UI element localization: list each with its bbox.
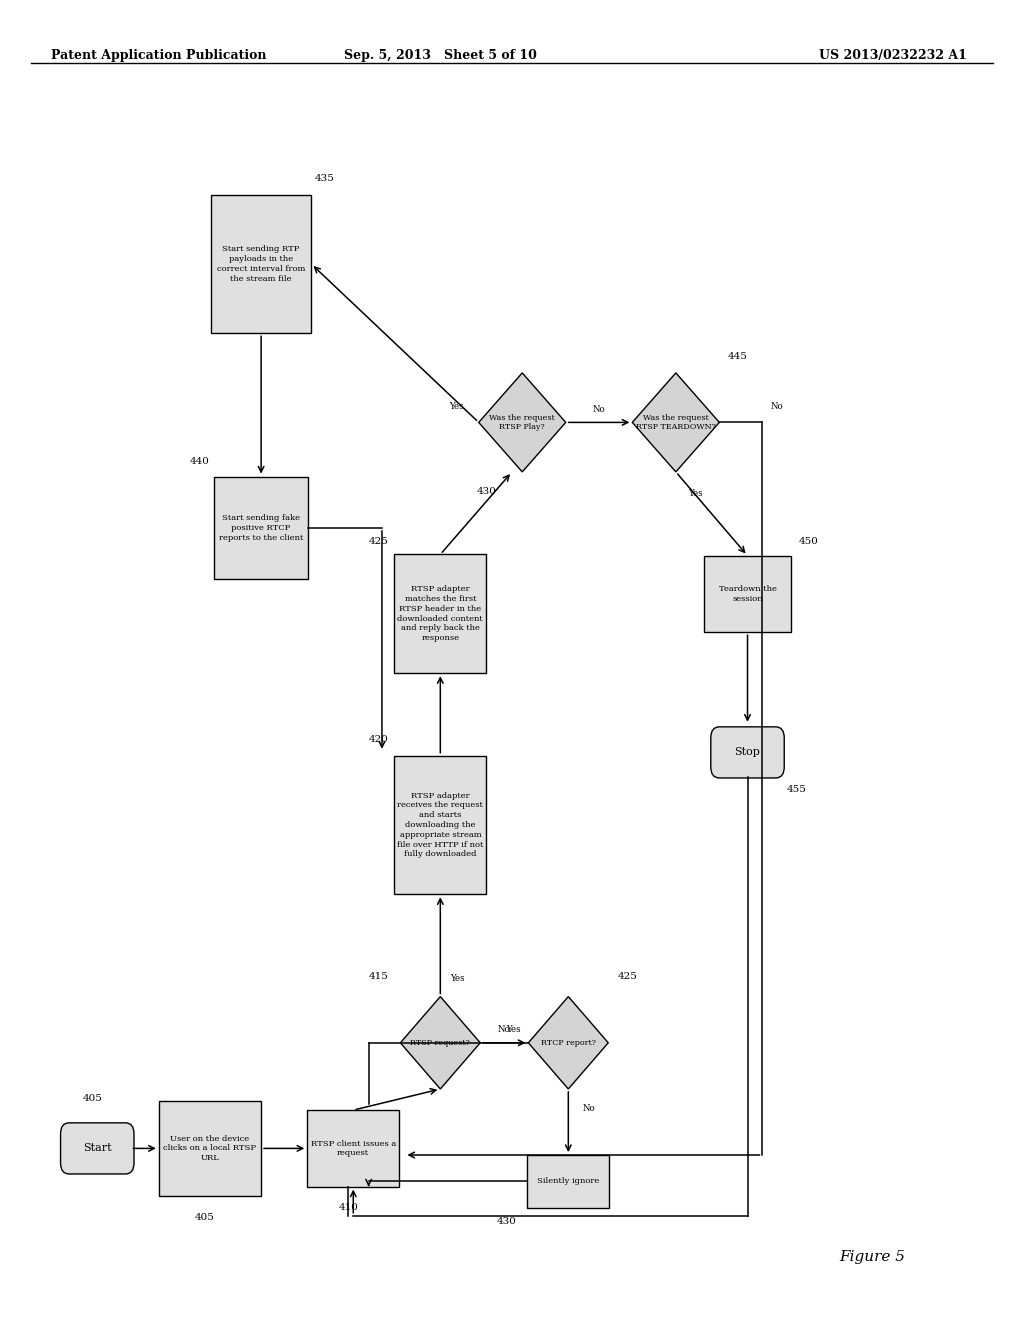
Text: 420: 420 bbox=[369, 735, 389, 743]
Text: 405: 405 bbox=[195, 1213, 215, 1221]
FancyBboxPatch shape bbox=[394, 755, 486, 895]
FancyBboxPatch shape bbox=[705, 556, 791, 632]
Text: Yes: Yes bbox=[506, 1026, 520, 1034]
Text: 440: 440 bbox=[189, 458, 210, 466]
FancyBboxPatch shape bbox=[214, 477, 308, 579]
Text: Start sending RTP
payloads in the
correct interval from
the stream file: Start sending RTP payloads in the correc… bbox=[217, 246, 305, 282]
Text: Yes: Yes bbox=[688, 488, 702, 498]
FancyBboxPatch shape bbox=[711, 727, 784, 777]
Text: 405: 405 bbox=[82, 1094, 102, 1102]
Text: No: No bbox=[771, 403, 783, 411]
Polygon shape bbox=[400, 997, 480, 1089]
FancyBboxPatch shape bbox=[394, 554, 486, 673]
Text: Silently ignore: Silently ignore bbox=[538, 1177, 599, 1185]
FancyBboxPatch shape bbox=[60, 1123, 134, 1173]
Text: Patent Application Publication: Patent Application Publication bbox=[51, 49, 266, 62]
Text: Figure 5: Figure 5 bbox=[840, 1250, 905, 1263]
Text: Teardown the
session: Teardown the session bbox=[719, 585, 776, 603]
Text: Start sending fake
positive RTCP
reports to the client: Start sending fake positive RTCP reports… bbox=[219, 515, 303, 541]
Polygon shape bbox=[479, 372, 565, 471]
FancyBboxPatch shape bbox=[307, 1110, 399, 1187]
Text: No: No bbox=[583, 1105, 595, 1113]
Text: RTSP client issues a
request: RTSP client issues a request bbox=[310, 1139, 396, 1158]
Text: Was the request
RTSP Play?: Was the request RTSP Play? bbox=[489, 413, 555, 432]
Text: 445: 445 bbox=[727, 352, 748, 360]
Text: 410: 410 bbox=[338, 1204, 358, 1212]
Text: Sep. 5, 2013   Sheet 5 of 10: Sep. 5, 2013 Sheet 5 of 10 bbox=[344, 49, 537, 62]
Text: RTSP adapter
matches the first
RTSP header in the
downloaded content
and reply b: RTSP adapter matches the first RTSP head… bbox=[397, 585, 483, 643]
Text: Yes: Yes bbox=[449, 403, 463, 411]
Text: RTSP request?: RTSP request? bbox=[411, 1039, 470, 1047]
Text: 455: 455 bbox=[786, 785, 807, 793]
Text: Was the request
RTSP TEARDOWN?: Was the request RTSP TEARDOWN? bbox=[636, 413, 716, 432]
Text: Stop: Stop bbox=[734, 747, 761, 758]
FancyBboxPatch shape bbox=[211, 195, 311, 333]
Text: RTCP report?: RTCP report? bbox=[541, 1039, 596, 1047]
Text: RTSP adapter
receives the request
and starts
downloading the
appropriate stream
: RTSP adapter receives the request and st… bbox=[397, 792, 483, 858]
Text: User on the device
clicks on a local RTSP
URL: User on the device clicks on a local RTS… bbox=[164, 1135, 256, 1162]
Text: 425: 425 bbox=[617, 973, 638, 981]
Text: No: No bbox=[498, 1026, 511, 1034]
Text: 430: 430 bbox=[476, 487, 497, 495]
FancyBboxPatch shape bbox=[527, 1155, 609, 1208]
Polygon shape bbox=[633, 372, 719, 471]
Text: 430: 430 bbox=[497, 1217, 517, 1225]
Polygon shape bbox=[528, 997, 608, 1089]
Text: Yes: Yes bbox=[451, 974, 465, 982]
FancyBboxPatch shape bbox=[159, 1101, 261, 1196]
Text: Start: Start bbox=[83, 1143, 112, 1154]
Text: No: No bbox=[593, 405, 605, 413]
Text: 435: 435 bbox=[314, 174, 335, 182]
Text: 450: 450 bbox=[799, 537, 819, 545]
Text: 425: 425 bbox=[369, 537, 389, 545]
Text: US 2013/0232232 A1: US 2013/0232232 A1 bbox=[819, 49, 967, 62]
Text: 415: 415 bbox=[369, 973, 389, 981]
